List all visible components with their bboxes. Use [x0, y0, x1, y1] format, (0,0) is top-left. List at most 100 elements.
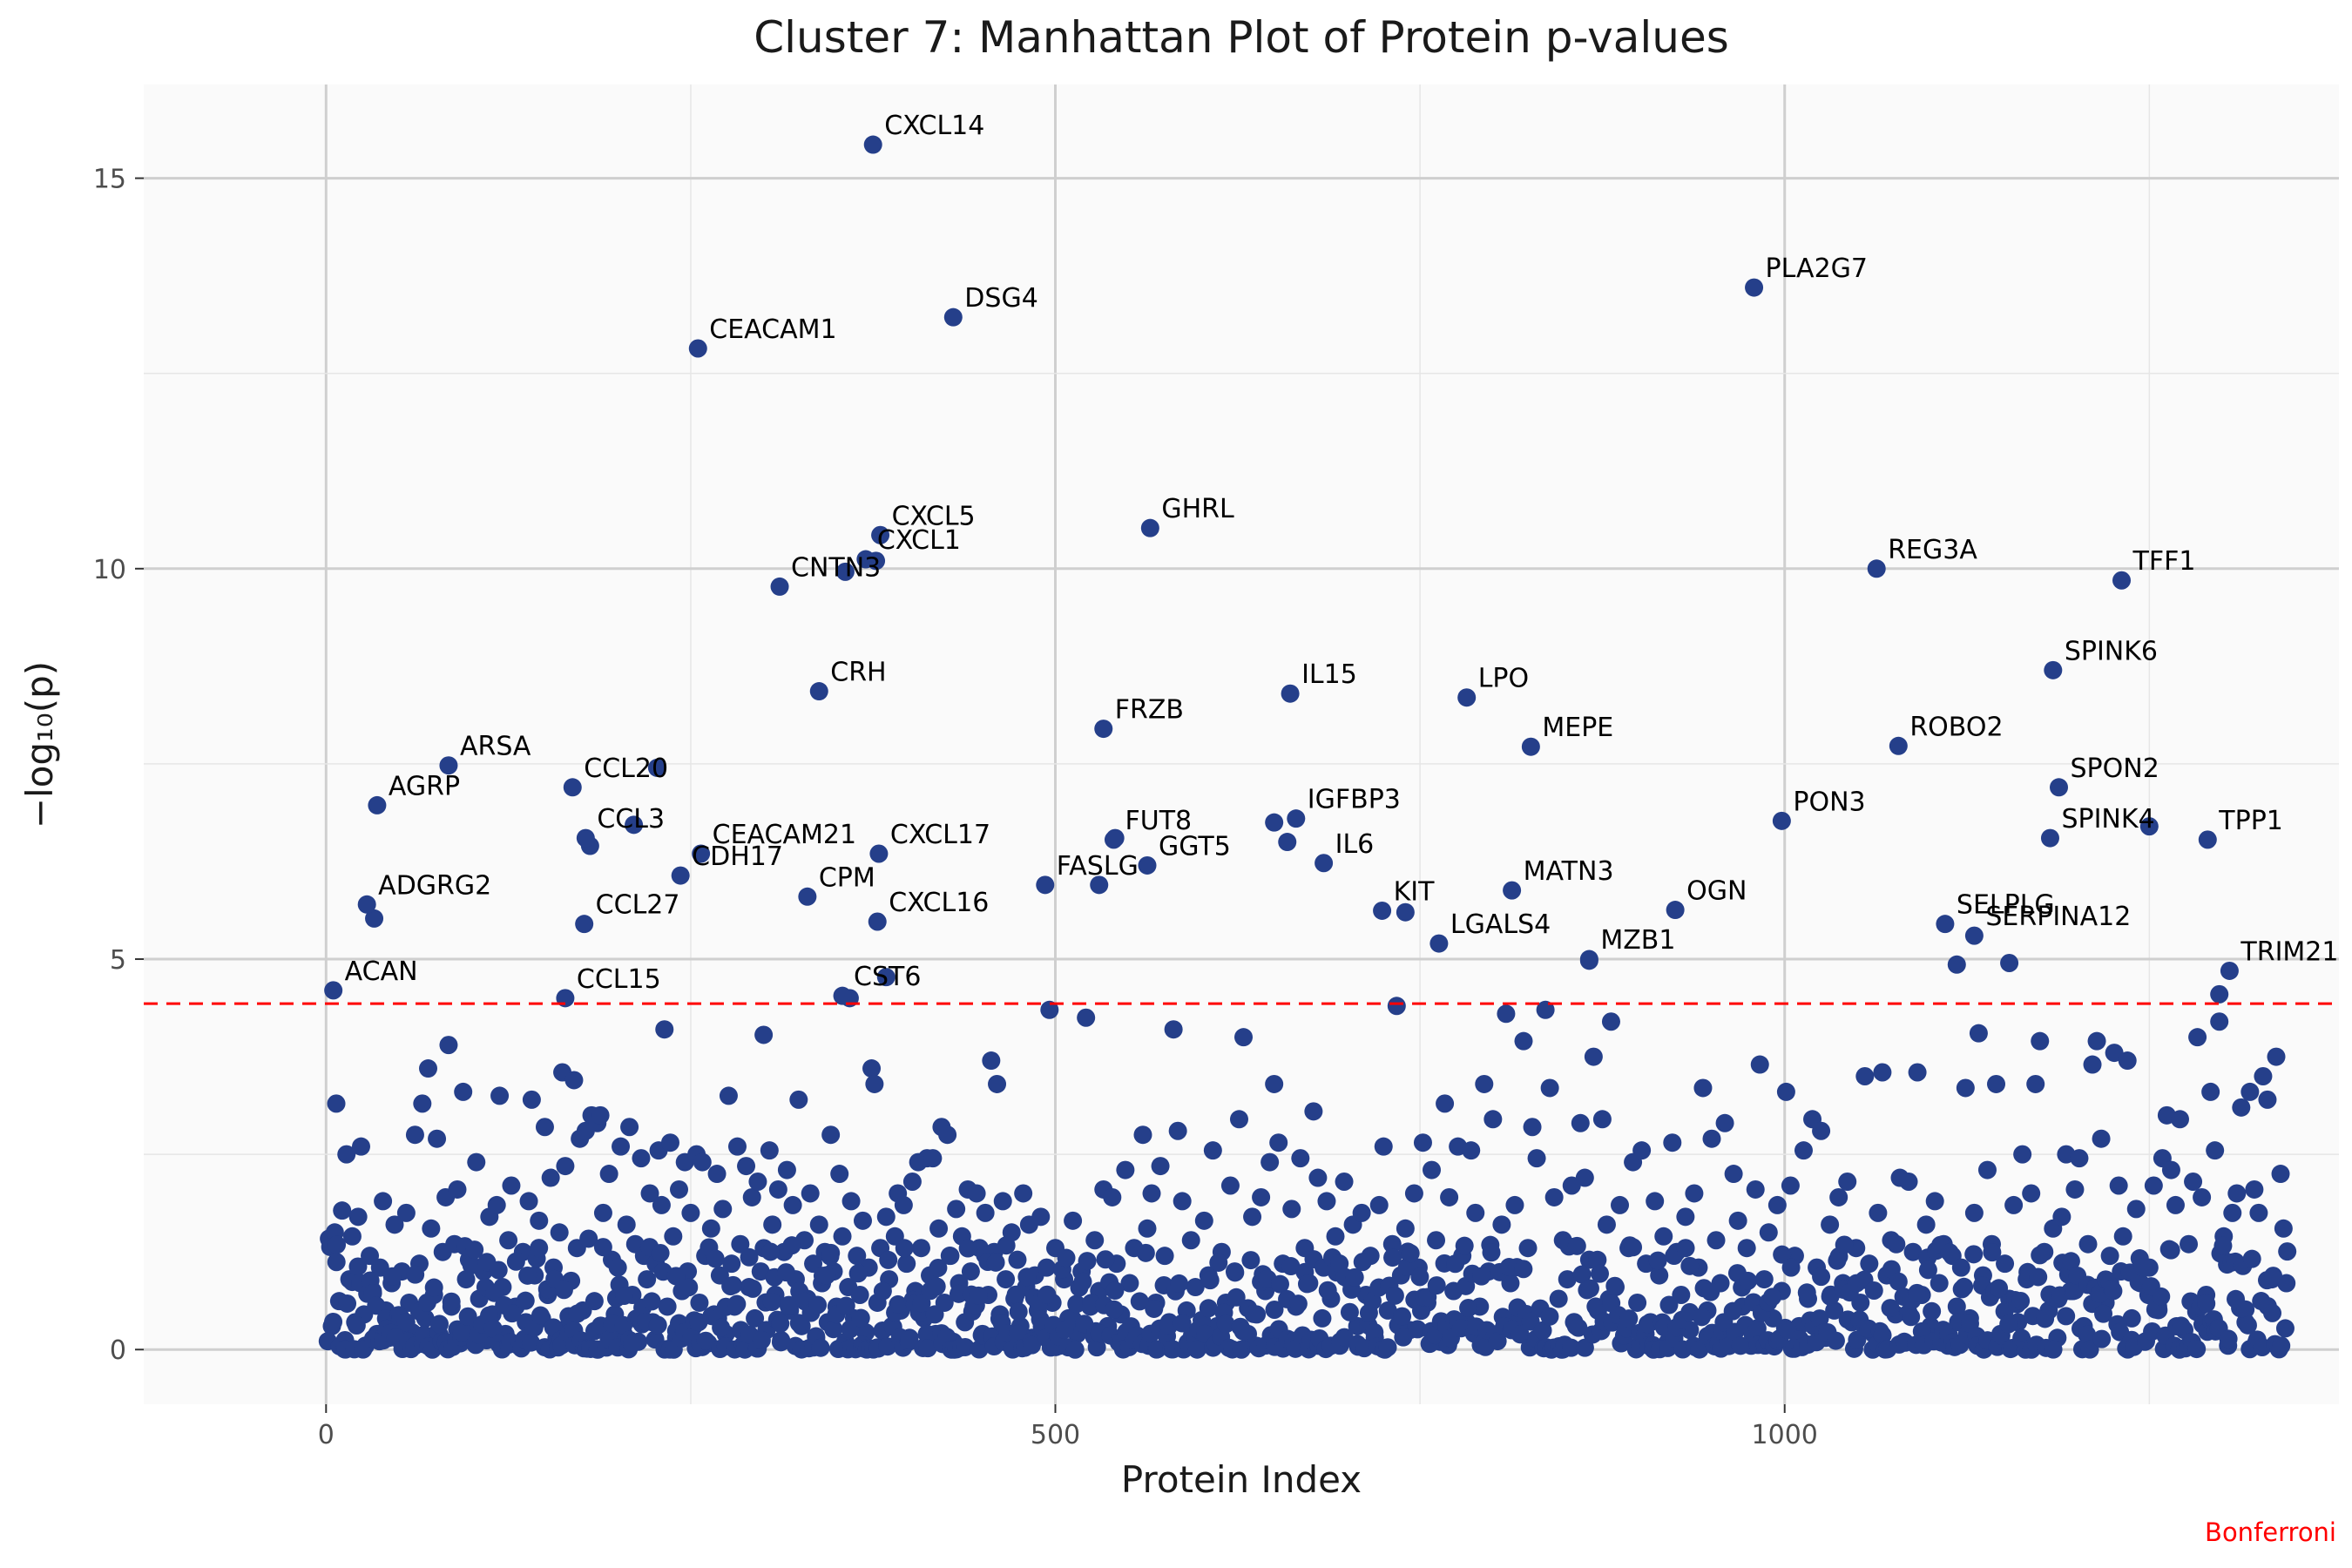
data-point	[1459, 1298, 1478, 1317]
point-label-pon3: PON3	[1793, 787, 1865, 817]
data-point	[506, 1252, 525, 1271]
data-point	[1715, 1113, 1734, 1132]
data-point	[1037, 1258, 1056, 1277]
data-point	[2083, 1055, 2102, 1074]
y-axis-label: −log₁₀(p)	[18, 661, 61, 828]
data-point	[1925, 1192, 1944, 1211]
data-point-ccl27	[575, 915, 594, 934]
data-point	[327, 1253, 346, 1272]
data-point	[2013, 1145, 2032, 1164]
data-point	[1826, 1331, 1845, 1350]
data-point	[489, 1260, 508, 1280]
data-point	[742, 1187, 761, 1206]
data-point	[2258, 1090, 2277, 1109]
data-point	[876, 1207, 896, 1227]
data-point	[1216, 1315, 1235, 1334]
data-point	[2031, 1246, 2050, 1265]
data-point	[670, 1179, 689, 1199]
point-label-acan: ACAN	[345, 956, 418, 987]
data-point	[1408, 1320, 1427, 1339]
data-point-pla2g7	[1745, 278, 1764, 297]
data-point	[841, 1192, 861, 1211]
data-point	[768, 1179, 787, 1199]
data-point	[783, 1195, 802, 1214]
data-point	[2092, 1129, 2111, 1148]
y-tick-label: 5	[110, 945, 126, 976]
data-point	[976, 1203, 995, 1222]
data-point-ceacam21	[692, 844, 711, 863]
data-point	[929, 1259, 948, 1278]
data-point	[1168, 1121, 1187, 1140]
data-point	[1385, 1286, 1404, 1305]
point-label-cxcl1: CXCL1	[877, 525, 961, 556]
data-point-cxcl1	[856, 550, 875, 569]
data-point	[1860, 1254, 1879, 1274]
data-point-arsa	[439, 756, 458, 775]
data-point	[2094, 1304, 2113, 1323]
data-point	[382, 1267, 402, 1286]
data-point	[940, 1247, 959, 1266]
data-point	[2100, 1247, 2119, 1266]
data-point-il6	[1315, 854, 1334, 873]
data-point	[2061, 1252, 2080, 1271]
data-point	[1116, 1160, 1135, 1179]
data-point	[782, 1236, 801, 1255]
data-point-frzb	[1094, 720, 1113, 739]
data-point	[902, 1173, 922, 1192]
data-point	[1781, 1176, 1800, 1195]
data-point	[1737, 1239, 1756, 1258]
data-point	[1825, 1301, 1844, 1320]
data-point	[2238, 1315, 2257, 1335]
data-point	[1265, 1074, 1284, 1093]
data-point	[327, 1094, 346, 1113]
point-label-trim21: TRIM21	[2240, 936, 2338, 967]
data-point	[348, 1257, 368, 1276]
data-point	[821, 1243, 841, 1262]
data-point	[740, 1247, 759, 1267]
data-point-faslg	[1036, 875, 1055, 895]
data-point	[895, 1239, 914, 1258]
data-point	[923, 1149, 943, 1168]
point-label-cxcl14: CXCL14	[884, 111, 984, 141]
data-point	[706, 1249, 725, 1268]
data-point	[1601, 1012, 1620, 1031]
data-point	[1142, 1184, 1161, 1203]
data-point	[1313, 1308, 1332, 1328]
data-point-selplg	[1936, 915, 1955, 934]
data-point	[1234, 1028, 1254, 1047]
data-point	[1365, 1322, 1384, 1342]
point-label-cxcl16: CXCL16	[889, 888, 989, 918]
data-point	[1750, 1055, 1769, 1074]
data-point	[848, 1264, 868, 1283]
data-point	[454, 1082, 473, 1101]
data-point	[752, 1330, 771, 1349]
point-label-ghrl: GHRL	[1161, 494, 1234, 524]
data-point	[1187, 1340, 1206, 1359]
data-point	[938, 1125, 957, 1145]
data-point	[2078, 1325, 2097, 1344]
data-point	[1605, 1276, 1625, 1295]
data-point	[541, 1168, 560, 1187]
data-point	[927, 1277, 946, 1296]
data-point	[1031, 1207, 1051, 1227]
data-point	[1821, 1215, 1840, 1234]
data-point	[1282, 1200, 1301, 1219]
data-point	[666, 1267, 686, 1286]
data-point	[1482, 1243, 1501, 1262]
data-point	[760, 1242, 780, 1261]
data-point	[1902, 1308, 1921, 1327]
data-point	[2011, 1291, 2031, 1310]
data-point	[550, 1223, 569, 1242]
data-point	[719, 1086, 738, 1105]
point-label-ccl3: CCL3	[597, 804, 665, 835]
data-point	[1269, 1133, 1288, 1152]
data-point	[808, 1295, 828, 1315]
data-point	[531, 1306, 550, 1325]
point-label-ceacam1: CEACAM1	[709, 314, 836, 345]
data-point-fut8	[1104, 830, 1123, 849]
data-point	[1899, 1173, 1918, 1192]
data-point	[1947, 1297, 1966, 1316]
point-label-frzb: FRZB	[1115, 695, 1184, 726]
data-point	[1472, 1267, 1491, 1286]
bonferroni-caption: Bonferroni	[2205, 1517, 2336, 1547]
